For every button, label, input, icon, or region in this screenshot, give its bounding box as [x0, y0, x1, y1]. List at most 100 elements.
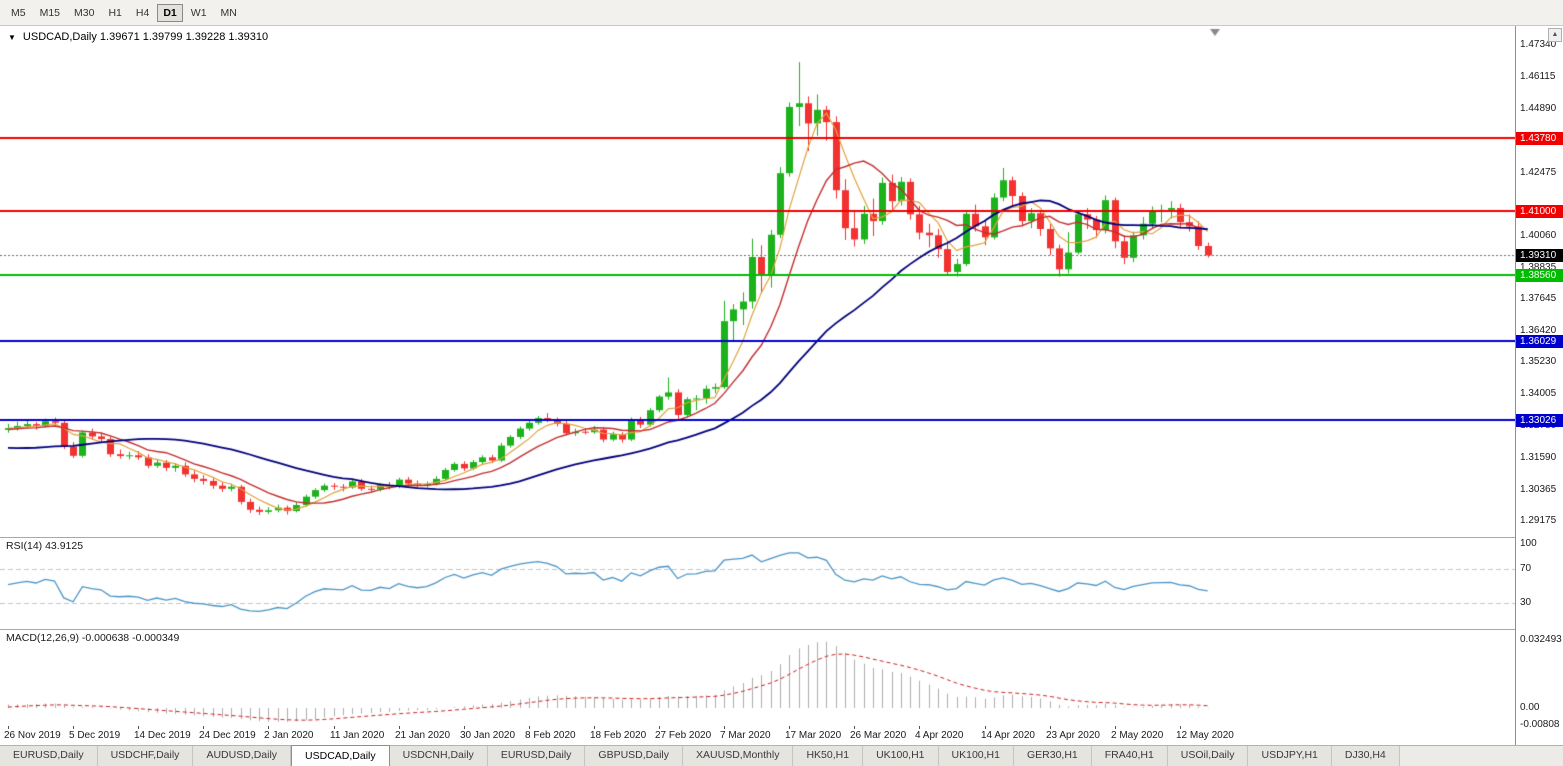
time-axis-tick — [8, 726, 9, 729]
timeframe-button-h4[interactable]: H4 — [135, 6, 150, 19]
macd-indicator-label: MACD(12,26,9) -0.000638 -0.000349 — [6, 632, 180, 644]
time-axis-tick — [919, 726, 920, 729]
time-axis-label: 21 Jan 2020 — [395, 730, 451, 741]
time-axis-tick — [985, 726, 986, 729]
time-axis-tick — [854, 726, 855, 729]
scroll-up-icon[interactable]: ▲ — [1548, 28, 1562, 42]
time-axis-label: 18 Feb 2020 — [590, 730, 647, 741]
time-axis-tick — [1115, 726, 1116, 729]
time-axis-label: 12 May 2020 — [1176, 730, 1234, 741]
chart-tab-gbpusd-daily[interactable]: GBPUSD,Daily — [585, 746, 684, 766]
macd-axis-label: 0.032493 — [1520, 634, 1562, 645]
time-axis-tick — [399, 726, 400, 729]
price-axis-label: 1.34005 — [1520, 388, 1557, 400]
timeframe-button-mn[interactable]: MN — [220, 6, 237, 19]
chart-tab-xauusd-monthly[interactable]: XAUUSD,Monthly — [683, 746, 794, 766]
chart-tab-usdjpy-h1[interactable]: USDJPY,H1 — [1248, 746, 1332, 766]
chart-tab-dj30-h4[interactable]: DJ30,H4 — [1331, 746, 1400, 766]
rsi-panel-separator — [0, 537, 1563, 538]
rsi-axis-label: 70 — [1520, 563, 1532, 575]
time-axis-label: 5 Dec 2019 — [69, 730, 121, 741]
rsi-axis-label: 30 — [1520, 596, 1532, 608]
time-axis-label: 8 Feb 2020 — [525, 730, 576, 741]
price-axis[interactable]: 1.47340 1.46115 1.44890 1.42475 1.40060 1.388… — [1515, 26, 1563, 745]
time-axis[interactable]: 26 Nov 2019 5 Dec 2019 14 Dec 2019 24 Dec 2… — [0, 726, 1515, 745]
chart-tab-hk50-h1[interactable]: HK50,H1 — [793, 746, 864, 766]
rsi-axis-label: 100 — [1520, 538, 1537, 549]
time-axis-tick — [529, 726, 530, 729]
chart-tab-ger30-h1[interactable]: GER30,H1 — [1013, 746, 1092, 766]
time-axis-tick — [203, 726, 204, 729]
price-axis-label: 1.29175 — [1520, 514, 1557, 526]
rsi-indicator-label: RSI(14) 43.9125 — [6, 540, 84, 552]
time-axis-label: 27 Feb 2020 — [655, 730, 712, 741]
chart-tab-uk100-h1[interactable]: UK100,H1 — [863, 746, 939, 766]
time-axis-label: 11 Jan 2020 — [330, 730, 385, 741]
hline-price-badge: 1.36029 — [1516, 334, 1563, 348]
current-price-badge: 1.39310 — [1516, 248, 1563, 262]
time-axis-label: 4 Apr 2020 — [915, 730, 964, 741]
hline-price-badge: 1.33026 — [1516, 413, 1563, 427]
time-axis-label: 23 Apr 2020 — [1046, 730, 1100, 741]
time-axis-tick — [724, 726, 725, 729]
chart-tab-usdchf-daily[interactable]: USDCHF,Daily — [97, 746, 194, 766]
timeframe-button-w1[interactable]: W1 — [190, 6, 207, 19]
chart-tab-usoil-daily[interactable]: USOil,Daily — [1167, 746, 1249, 766]
chart-tab-uk100-h1[interactable]: UK100,H1 — [938, 746, 1014, 766]
hline-price-badge: 1.41000 — [1516, 204, 1563, 218]
price-axis-label: 1.35230 — [1520, 356, 1557, 368]
price-axis-label: 1.46115 — [1520, 71, 1556, 83]
chart-title: ▼ USDCAD,Daily 1.39671 1.39799 1.39228 1… — [8, 31, 268, 43]
chart-tab-usdcnh-daily[interactable]: USDCNH,Daily — [389, 746, 488, 766]
time-axis-label: 2 Jan 2020 — [264, 730, 314, 741]
macd-axis-label: 0.00 — [1520, 702, 1540, 713]
time-axis-label: 24 Dec 2019 — [199, 730, 256, 741]
price-axis-label: 1.38835 — [1520, 261, 1557, 273]
price-axis-label: 1.36420 — [1520, 325, 1557, 337]
price-axis-label: 1.40060 — [1520, 229, 1557, 241]
time-axis-label: 17 Mar 2020 — [785, 730, 842, 741]
chart-title-text: USDCAD,Daily 1.39671 1.39799 1.39228 1.3… — [22, 31, 269, 43]
chart-tab-usdcad-daily[interactable]: USDCAD,Daily — [291, 745, 390, 766]
time-axis-label: 26 Nov 2019 — [4, 730, 61, 741]
time-axis-label: 30 Jan 2020 — [460, 730, 516, 741]
time-axis-tick — [464, 726, 465, 729]
time-axis-tick — [138, 726, 139, 729]
hline-price-badge: 1.43780 — [1516, 131, 1563, 145]
time-axis-label: 26 Mar 2020 — [850, 730, 907, 741]
timeframe-button-m30[interactable]: M30 — [74, 6, 95, 19]
chart-tabs-bar: EURUSD,Daily USDCHF,Daily AUDUSD,Daily USDC… — [0, 745, 1563, 766]
price-axis-label: 1.44890 — [1520, 103, 1557, 115]
price-axis-label: 1.30365 — [1520, 483, 1557, 495]
timeframe-button-m15[interactable]: M15 — [39, 6, 61, 19]
timeframe-button-m5[interactable]: M5 — [11, 6, 26, 19]
price-axis-label: 1.47340 — [1520, 39, 1557, 51]
timeframe-toolbar: M5 M15 M30 H1 H4 D1 W1 MN — [0, 0, 1563, 26]
price-axis-label: 1.37645 — [1520, 293, 1557, 305]
macd-axis-label: -0.00808 — [1520, 718, 1560, 730]
macd-panel-separator — [0, 629, 1563, 630]
time-axis-tick — [73, 726, 74, 729]
time-axis-tick — [659, 726, 660, 729]
time-axis-tick — [268, 726, 269, 729]
time-axis-label: 7 Mar 2020 — [720, 730, 771, 741]
time-axis-tick — [334, 726, 335, 729]
time-axis-label: 14 Apr 2020 — [981, 730, 1035, 741]
chart-tab-eurusd-daily[interactable]: EURUSD,Daily — [0, 746, 98, 766]
chart-window: ▼ USDCAD,Daily 1.39671 1.39799 1.39228 1… — [0, 26, 1563, 745]
time-axis-tick — [789, 726, 790, 729]
timeframe-button-d1[interactable]: D1 — [157, 3, 183, 22]
time-axis-tick — [594, 726, 595, 729]
time-axis-label: 2 May 2020 — [1111, 730, 1164, 741]
time-axis-tick — [1180, 726, 1181, 729]
hline-price-badge: 1.38560 — [1516, 268, 1563, 282]
chart-tab-audusd-daily[interactable]: AUDUSD,Daily — [193, 746, 292, 766]
symbol-dropdown-icon[interactable]: ▼ — [8, 32, 16, 42]
chart-tab-fra40-h1[interactable]: FRA40,H1 — [1091, 746, 1168, 766]
price-axis-label: 1.42475 — [1520, 166, 1557, 178]
time-axis-label: 14 Dec 2019 — [134, 730, 191, 741]
price-axis-label: 1.31590 — [1520, 451, 1557, 463]
chart-tab-eurusd-daily[interactable]: EURUSD,Daily — [487, 746, 586, 766]
timeframe-button-h1[interactable]: H1 — [108, 6, 122, 19]
chart-plot-canvas[interactable] — [0, 26, 1515, 726]
